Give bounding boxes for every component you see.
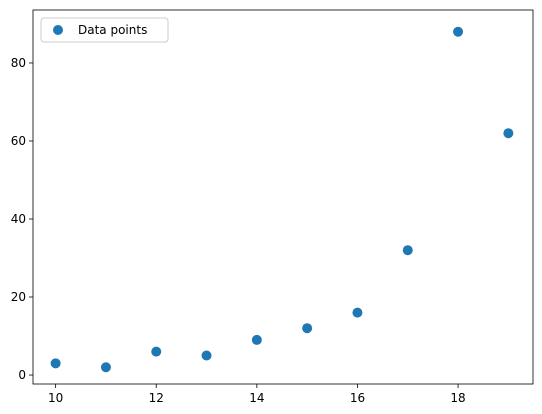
x-tick-label: 18 <box>450 391 465 405</box>
data-point <box>201 350 212 361</box>
data-point <box>151 346 162 357</box>
data-point <box>352 307 363 318</box>
y-tick-label: 40 <box>11 212 26 226</box>
data-point <box>402 245 413 256</box>
data-point <box>453 26 464 37</box>
data-point <box>302 323 313 334</box>
x-tick-label: 14 <box>249 391 264 405</box>
data-point <box>50 358 61 369</box>
y-tick-label: 20 <box>11 290 26 304</box>
x-tick-label: 12 <box>149 391 164 405</box>
y-tick-label: 60 <box>11 134 26 148</box>
y-tick-label: 0 <box>18 368 26 382</box>
x-tick-label: 16 <box>350 391 365 405</box>
legend-label: Data points <box>78 23 147 37</box>
data-point <box>251 334 262 345</box>
data-point <box>503 128 514 139</box>
legend: Data points <box>40 17 169 43</box>
data-point <box>100 362 111 373</box>
plot-frame <box>32 9 534 385</box>
legend-box <box>40 17 169 43</box>
x-tick-label: 10 <box>48 391 63 405</box>
y-tick-label: 80 <box>11 56 26 70</box>
legend-marker <box>53 25 63 35</box>
